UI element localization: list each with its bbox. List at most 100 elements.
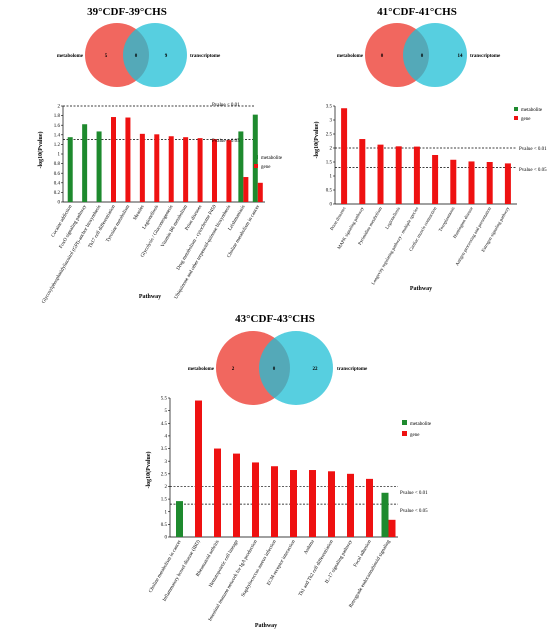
panel2-category-label: Antigen processing and presentation — [454, 205, 492, 266]
panel3-y-tick-label: 4.5 — [161, 422, 168, 427]
panel2-y-tick-label: 2.5 — [326, 133, 333, 138]
panel1-bar-gene — [139, 133, 145, 202]
panel2-p01-label: Pvalue < 0.01 — [519, 147, 547, 152]
panel3-category-label: Choline metabolism in cancer — [148, 539, 182, 594]
panel2-bar-gene — [486, 162, 493, 204]
panel1-y-tick-label: 1.8 — [54, 114, 61, 119]
panel1-y-tick-label: 1.6 — [54, 124, 61, 129]
panel1-y-tick-label: 2 — [58, 105, 61, 110]
panel1-venn-left-count: 5 — [105, 54, 108, 59]
panel2-bar-gene — [413, 146, 420, 204]
panel3-y-tick-label: 5 — [165, 409, 168, 414]
panel1-y-tick-label: 0.4 — [54, 181, 61, 186]
panel3-y-tick-label: 5.5 — [161, 397, 168, 402]
panel2-legend-gene-label: gene — [521, 117, 531, 122]
panel2-y-tick-label: 0 — [330, 203, 333, 208]
panel3-legend-gene-swatch — [402, 431, 407, 436]
panel3-bar-metabolite — [381, 492, 389, 537]
panel2-venn-left-count: 0 — [381, 54, 384, 59]
panel3-category-label: Th1 and Th2 cell differentiation — [298, 539, 335, 597]
panel1-bar-metabolite — [96, 131, 102, 202]
panel1-p05-label: Pvalue < 0.05 — [212, 139, 240, 144]
panel2-y-tick-label: 1 — [330, 175, 333, 180]
panel1-legend-metabolite-swatch — [254, 155, 258, 159]
panel3-legend-gene-label: gene — [410, 433, 420, 438]
panel2-y-axis-label: -log10(Pvalue) — [313, 122, 320, 159]
panel3-bar-gene — [388, 519, 396, 537]
panel3-bar-gene — [233, 453, 240, 537]
panel1-bar-gene — [111, 117, 116, 202]
panel1-bar-metabolite — [238, 131, 244, 202]
panel2-venn-right-count: 14 — [458, 54, 464, 59]
panel3-bar-gene — [252, 462, 259, 537]
panel2-category-label: Prion diseases — [329, 206, 347, 231]
panel1-category-label: Glycosylphosphatidylinositol (GPI)-ancho… — [42, 204, 103, 304]
panel1-legend-gene-label: gene — [261, 165, 271, 170]
panel1-y-tick-label: 1 — [58, 153, 61, 158]
panel3-bar-gene — [309, 470, 316, 537]
panel2-legend-metabolite-label: metabolite — [521, 108, 543, 113]
panel3-legend-metabolite-swatch — [402, 420, 407, 425]
panel1-title: 39°CDF-39°CHS — [87, 6, 167, 18]
panel2-legend-metabolite-swatch — [514, 107, 518, 111]
panel2-bar-gene — [468, 161, 475, 204]
panel1-x-axis-label: Pathway — [139, 294, 161, 300]
panel1-bar-gene — [257, 182, 263, 202]
panel1-venn-right-count: 9 — [165, 54, 168, 59]
panel3-venn-overlap-count: 0 — [273, 367, 276, 372]
panel1-bar-gene — [197, 138, 203, 202]
panel2-y-tick-label: 2 — [330, 147, 333, 152]
panel3-title: 43°CDF-43°CHS — [235, 313, 315, 325]
panel3-y-tick-label: 0.5 — [161, 523, 168, 528]
panel3-y-tick-label: 3 — [165, 460, 168, 465]
panel3-y-axis-label: -log10(Pvalue) — [145, 452, 152, 489]
panel3-venn-left-count: 2 — [232, 367, 235, 372]
panel1-bar-gene — [183, 137, 189, 202]
panel1-y-tick-label: 0.8 — [54, 162, 61, 167]
panel3-bar-metabolite — [176, 501, 183, 537]
panel2-bar-gene — [504, 163, 511, 204]
panel1-category-label: Measles — [133, 204, 146, 221]
panel3-legend-metabolite-label: metabolite — [410, 422, 432, 427]
panel1-bar-gene — [154, 134, 160, 202]
panel3-y-tick-label: 1.5 — [161, 498, 168, 503]
panel1-legend-gene-swatch — [254, 164, 258, 168]
panel1-y-tick-label: 1.2 — [54, 143, 61, 148]
panel3-x-axis-label: Pathway — [255, 623, 277, 629]
panel1-category-label: Th17 cell differentiation — [88, 204, 117, 249]
panel1-p01-label: Pvalue < 0.01 — [212, 103, 240, 108]
panel1-venn-right-label: transcriptome — [190, 54, 221, 59]
panel3-venn-transcriptome-circle — [259, 331, 333, 405]
panel2-bar-gene — [341, 108, 348, 204]
panel2-category-label: Toxoplasmosis — [438, 206, 456, 232]
panel1-bar-gene — [226, 140, 232, 202]
panel1-y-tick-label: 0 — [58, 201, 61, 206]
panel1-bar-gene — [168, 136, 174, 202]
panel2-bar-gene — [359, 139, 366, 204]
panel3-bar-gene — [271, 466, 278, 537]
panel3-venn-left-label: metabolome — [188, 367, 215, 372]
panel2-category-label: Legionellosis — [384, 206, 401, 230]
panel1-venn-left-label: metabolome — [57, 54, 84, 59]
panel2-bar-gene — [395, 146, 402, 204]
panel3-venn-right-count: 22 — [313, 367, 319, 372]
panel3-bar-gene — [366, 478, 373, 537]
panel3-y-tick-label: 3.5 — [161, 447, 168, 452]
panel1-bar-gene — [212, 139, 217, 202]
panel2-venn-right-label: transcriptome — [470, 54, 501, 59]
panel1-category-label: FoxO signaling pathway — [59, 204, 88, 250]
panel2-title: 41°CDF-41°CHS — [377, 6, 457, 18]
panel1-y-axis-label: -log10(Pvalue) — [37, 132, 44, 169]
panel3-bar-gene — [214, 448, 221, 537]
panel2-y-tick-label: 1.5 — [326, 161, 333, 166]
panel1-bar-metabolite — [82, 124, 88, 202]
panel3-venn-right-label: transcriptome — [337, 367, 368, 372]
panel1-venn-overlap-count: 0 — [135, 54, 138, 59]
panel3-y-tick-label: 4 — [165, 435, 168, 440]
panel3-bar-gene — [328, 471, 335, 537]
panel1-y-tick-label: 0.6 — [54, 172, 61, 177]
panel1-bar-gene — [243, 177, 249, 202]
panel3-p01-label: Pvalue < 0.01 — [400, 491, 428, 496]
